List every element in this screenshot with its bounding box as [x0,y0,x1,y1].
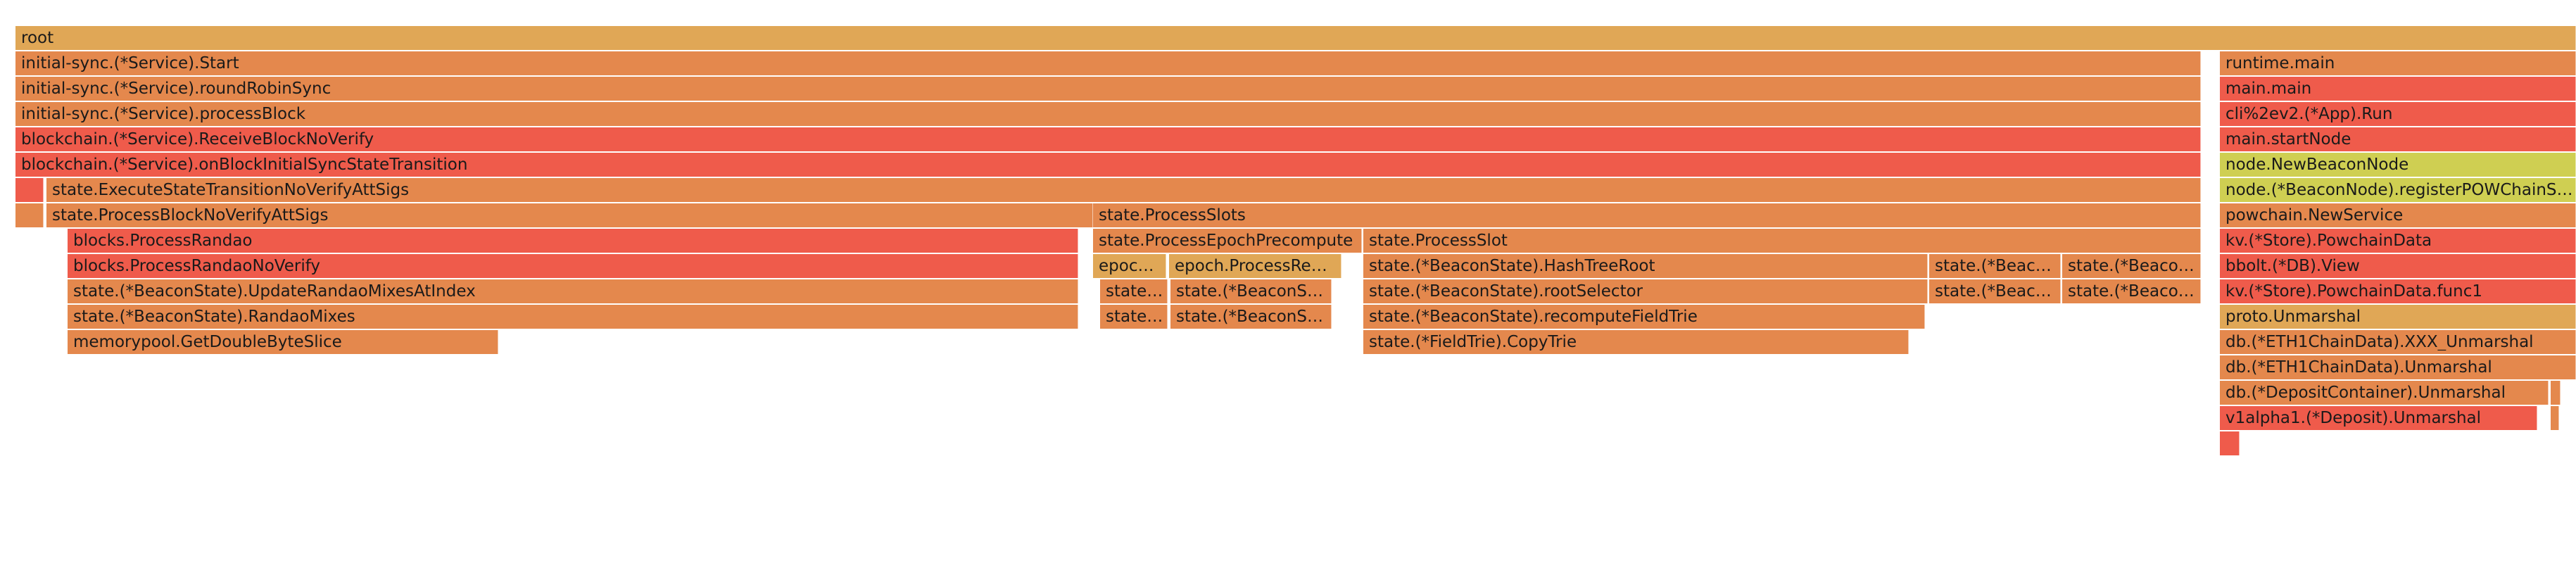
flame-frame-label: v1alpha1.(*Deposit).Unmarshal [2225,410,2482,427]
flame-frame[interactable]: state.(*BeaconState).StateRoots [2062,279,2201,303]
flame-frame-label: state.(*BeaconState).recomputeFieldTrie [1369,308,1698,325]
flame-frame[interactable]: runtime.main [2220,51,2576,75]
flame-frame[interactable]: db.(*ETH1ChainData).XXX_Unmarshal [2220,330,2576,354]
flame-frame[interactable]: state.ExecuteStateTransitionNoVerifyAttS… [46,178,2201,202]
flame-frame-label: state.ExecuteStateTransitionNoVerifyAttS… [52,182,410,198]
flame-frame-label: blocks.ProcessRandaoNoVerify [73,258,321,274]
flame-frame-label: state.(*BeaconState).Copy [1106,283,1165,300]
flame-frame[interactable]: main.main [2220,77,2576,101]
flame-frame-label: state.ProcessBlockNoVerifyAttSigs [52,207,329,224]
flame-frame[interactable]: bbolt.(*DB).View [2220,254,2576,278]
flame-frame[interactable]: state.(*BeaconState).Validators [1170,305,1332,329]
flame-frame[interactable]: state.(*BeaconState).UpdateRandaoMixesAt… [68,279,1078,303]
flame-frame-label: state.(*BeaconState).BlockRoots [1935,258,2058,274]
flame-frame-label: blockchain.(*Service).onBlockInitialSync… [21,156,468,173]
flame-frame-label: state.(*BeaconState).BlockRoots [1935,283,2058,300]
flame-frame-label: root [21,30,54,46]
flame-frame[interactable]: kv.(*Store).PowchainData [2220,229,2576,253]
flame-frame[interactable]: state.(*BeaconState).BlockRoots [1929,279,2061,303]
flame-frame-label: blockchain.(*Service).ReceiveBlockNoVeri… [21,131,374,148]
flame-frame[interactable]: blockchain.(*Service).onBlockInitialSync… [15,153,2201,177]
flame-frame-label: kv.(*Store).PowchainData.func1 [2225,283,2482,300]
flame-frame[interactable]: memorypool.GetDoubleByteSlice [68,330,498,354]
flame-frame[interactable]: blocks.ProcessRandao [68,229,1078,253]
flame-frame-label: proto.Unmarshal [2225,308,2361,325]
flame-frame[interactable]: initial-sync.(*Service).Start [15,51,2201,75]
flame-frame[interactable]: db.(*ETH1ChainData).Unmarshal [2220,355,2576,379]
flame-frame-label: db.(*ETH1ChainData).XXX_Unmarshal [2225,334,2534,351]
flame-frame-label: initial-sync.(*Service).processBlock [21,106,306,122]
flame-frame[interactable]: blockchain.(*Service).ReceiveBlockNoVeri… [15,127,2201,151]
flame-frame-label: state.(*BeaconState).Validators [1176,308,1329,325]
flame-frame[interactable]: blocks.ProcessRandaoNoVerify [68,254,1078,278]
flame-frame[interactable] [2551,381,2561,405]
flame-frame-label: cli%2ev2.(*App).Run [2225,106,2393,122]
flame-frame-label: db.(*ETH1ChainData).Unmarshal [2225,359,2492,376]
flame-frame[interactable]: db.(*DepositContainer).Unmarshal [2220,381,2549,405]
flame-frame[interactable]: state.ProcessBlockNoVerifyAttSigs [46,203,1093,227]
flame-frame[interactable]: state.ProcessEpochPrecompute [1093,229,1362,253]
flame-frame[interactable]: state.(*FieldTrie).CopyTrie [1363,330,1909,354]
flame-frame-label: runtime.main [2225,55,2335,72]
flame-frame-label: state.(*BeaconState).Validators [1176,283,1329,300]
flame-frame-label: state.ProcessSlots [1099,207,1246,224]
flame-frame-label: blocks.ProcessRandao [73,232,253,249]
flame-frame-label: epoch.ProcessRewardsAndPenalties [1175,258,1339,274]
flame-frame[interactable]: state.(*BeaconState).RandaoMixes [68,305,1078,329]
flame-frame-label: initial-sync.(*Service).roundRobinSync [21,80,332,97]
flame-frame-label: state.ProcessSlot [1369,232,1508,249]
flame-frame[interactable]: initial-sync.(*Service).roundRobinSync [15,77,2201,101]
flame-frame-label: bbolt.(*DB).View [2225,258,2360,274]
flame-frame[interactable]: proto.Unmarshal [2220,305,2576,329]
flame-frame[interactable] [2220,431,2240,455]
flame-frame-label: powchain.NewService [2225,207,2404,224]
flame-frame-label: memorypool.GetDoubleByteSlice [73,334,342,351]
flame-frame[interactable]: state.(*BeaconState).Copy [1100,279,1168,303]
flame-frame-label: state.(*BeaconState).StateRoots [2068,258,2198,274]
flame-frame-label: state.(*BeaconState).UpdateRandaoMixesAt… [73,283,476,300]
flame-frame[interactable]: state.ProcessSlots [1093,203,2201,227]
flame-frame-label: state.(*BeaconState).StateRoots [2068,283,2198,300]
flame-frame[interactable]: kv.(*Store).PowchainData.func1 [2220,279,2576,303]
flame-frame-label: initial-sync.(*Service).Start [21,55,239,72]
flame-frame[interactable]: epoch.ProcessRegistryUpdates [1093,254,1166,278]
flame-frame-label: node.NewBeaconNode [2225,156,2409,173]
flame-frame[interactable]: root [15,26,2576,50]
flame-frame[interactable]: state.(*BeaconState).recomputeFieldTrie [1363,305,1925,329]
flame-frame-label: main.main [2225,80,2312,97]
flame-frame-label: state.(*BeaconState).rootSelector [1369,283,1643,300]
flame-frame[interactable]: state.(*BeaconState).BlockRoots [1929,254,2061,278]
flame-frame[interactable]: state.(*BeaconState).rootSelector [1363,279,1928,303]
flame-frame[interactable] [2551,406,2559,430]
flame-frame[interactable]: initial-sync.(*Service).processBlock [15,102,2201,126]
flame-frame-label: epoch.ProcessRegistryUpdates [1099,258,1163,274]
flame-frame[interactable]: state.ProcessSlot [1363,229,2201,253]
flame-frame[interactable]: node.NewBeaconNode [2220,153,2576,177]
flame-frame[interactable]: v1alpha1.(*Deposit).Unmarshal [2220,406,2537,430]
flame-frame[interactable] [15,178,44,202]
flame-frame-label: state.(*BeaconState).HashTreeRoot [1369,258,1655,274]
flame-frame-label: node.(*BeaconNode).registerPOWChainServi… [2225,182,2573,198]
flame-frame-label: kv.(*Store).PowchainData [2225,232,2432,249]
flame-frame-label: db.(*DepositContainer).Unmarshal [2225,384,2506,401]
flame-frame[interactable]: state.(*BeaconState).HashTreeRoot [1363,254,1928,278]
flame-frame[interactable]: powchain.NewService [2220,203,2576,227]
flame-frame-label: state.(*BeaconState).Copy [1106,308,1165,325]
flame-frame[interactable] [15,203,44,227]
flame-frame[interactable]: node.(*BeaconNode).registerPOWChainServi… [2220,178,2576,202]
flame-frame-label: main.startNode [2225,131,2351,148]
flame-frame-label: state.(*BeaconState).RandaoMixes [73,308,355,325]
flame-frame[interactable]: state.(*BeaconState).StateRoots [2062,254,2201,278]
flame-frame[interactable]: cli%2ev2.(*App).Run [2220,102,2576,126]
flame-frame[interactable]: state.(*BeaconState).Validators [1170,279,1332,303]
flame-frame-label: state.(*FieldTrie).CopyTrie [1369,334,1577,351]
flame-frame[interactable]: state.(*BeaconState).Copy [1100,305,1168,329]
flame-frame-label: state.ProcessEpochPrecompute [1099,232,1353,249]
flame-frame[interactable]: epoch.ProcessRewardsAndPenalties [1169,254,1341,278]
flame-frame[interactable]: main.startNode [2220,127,2576,151]
